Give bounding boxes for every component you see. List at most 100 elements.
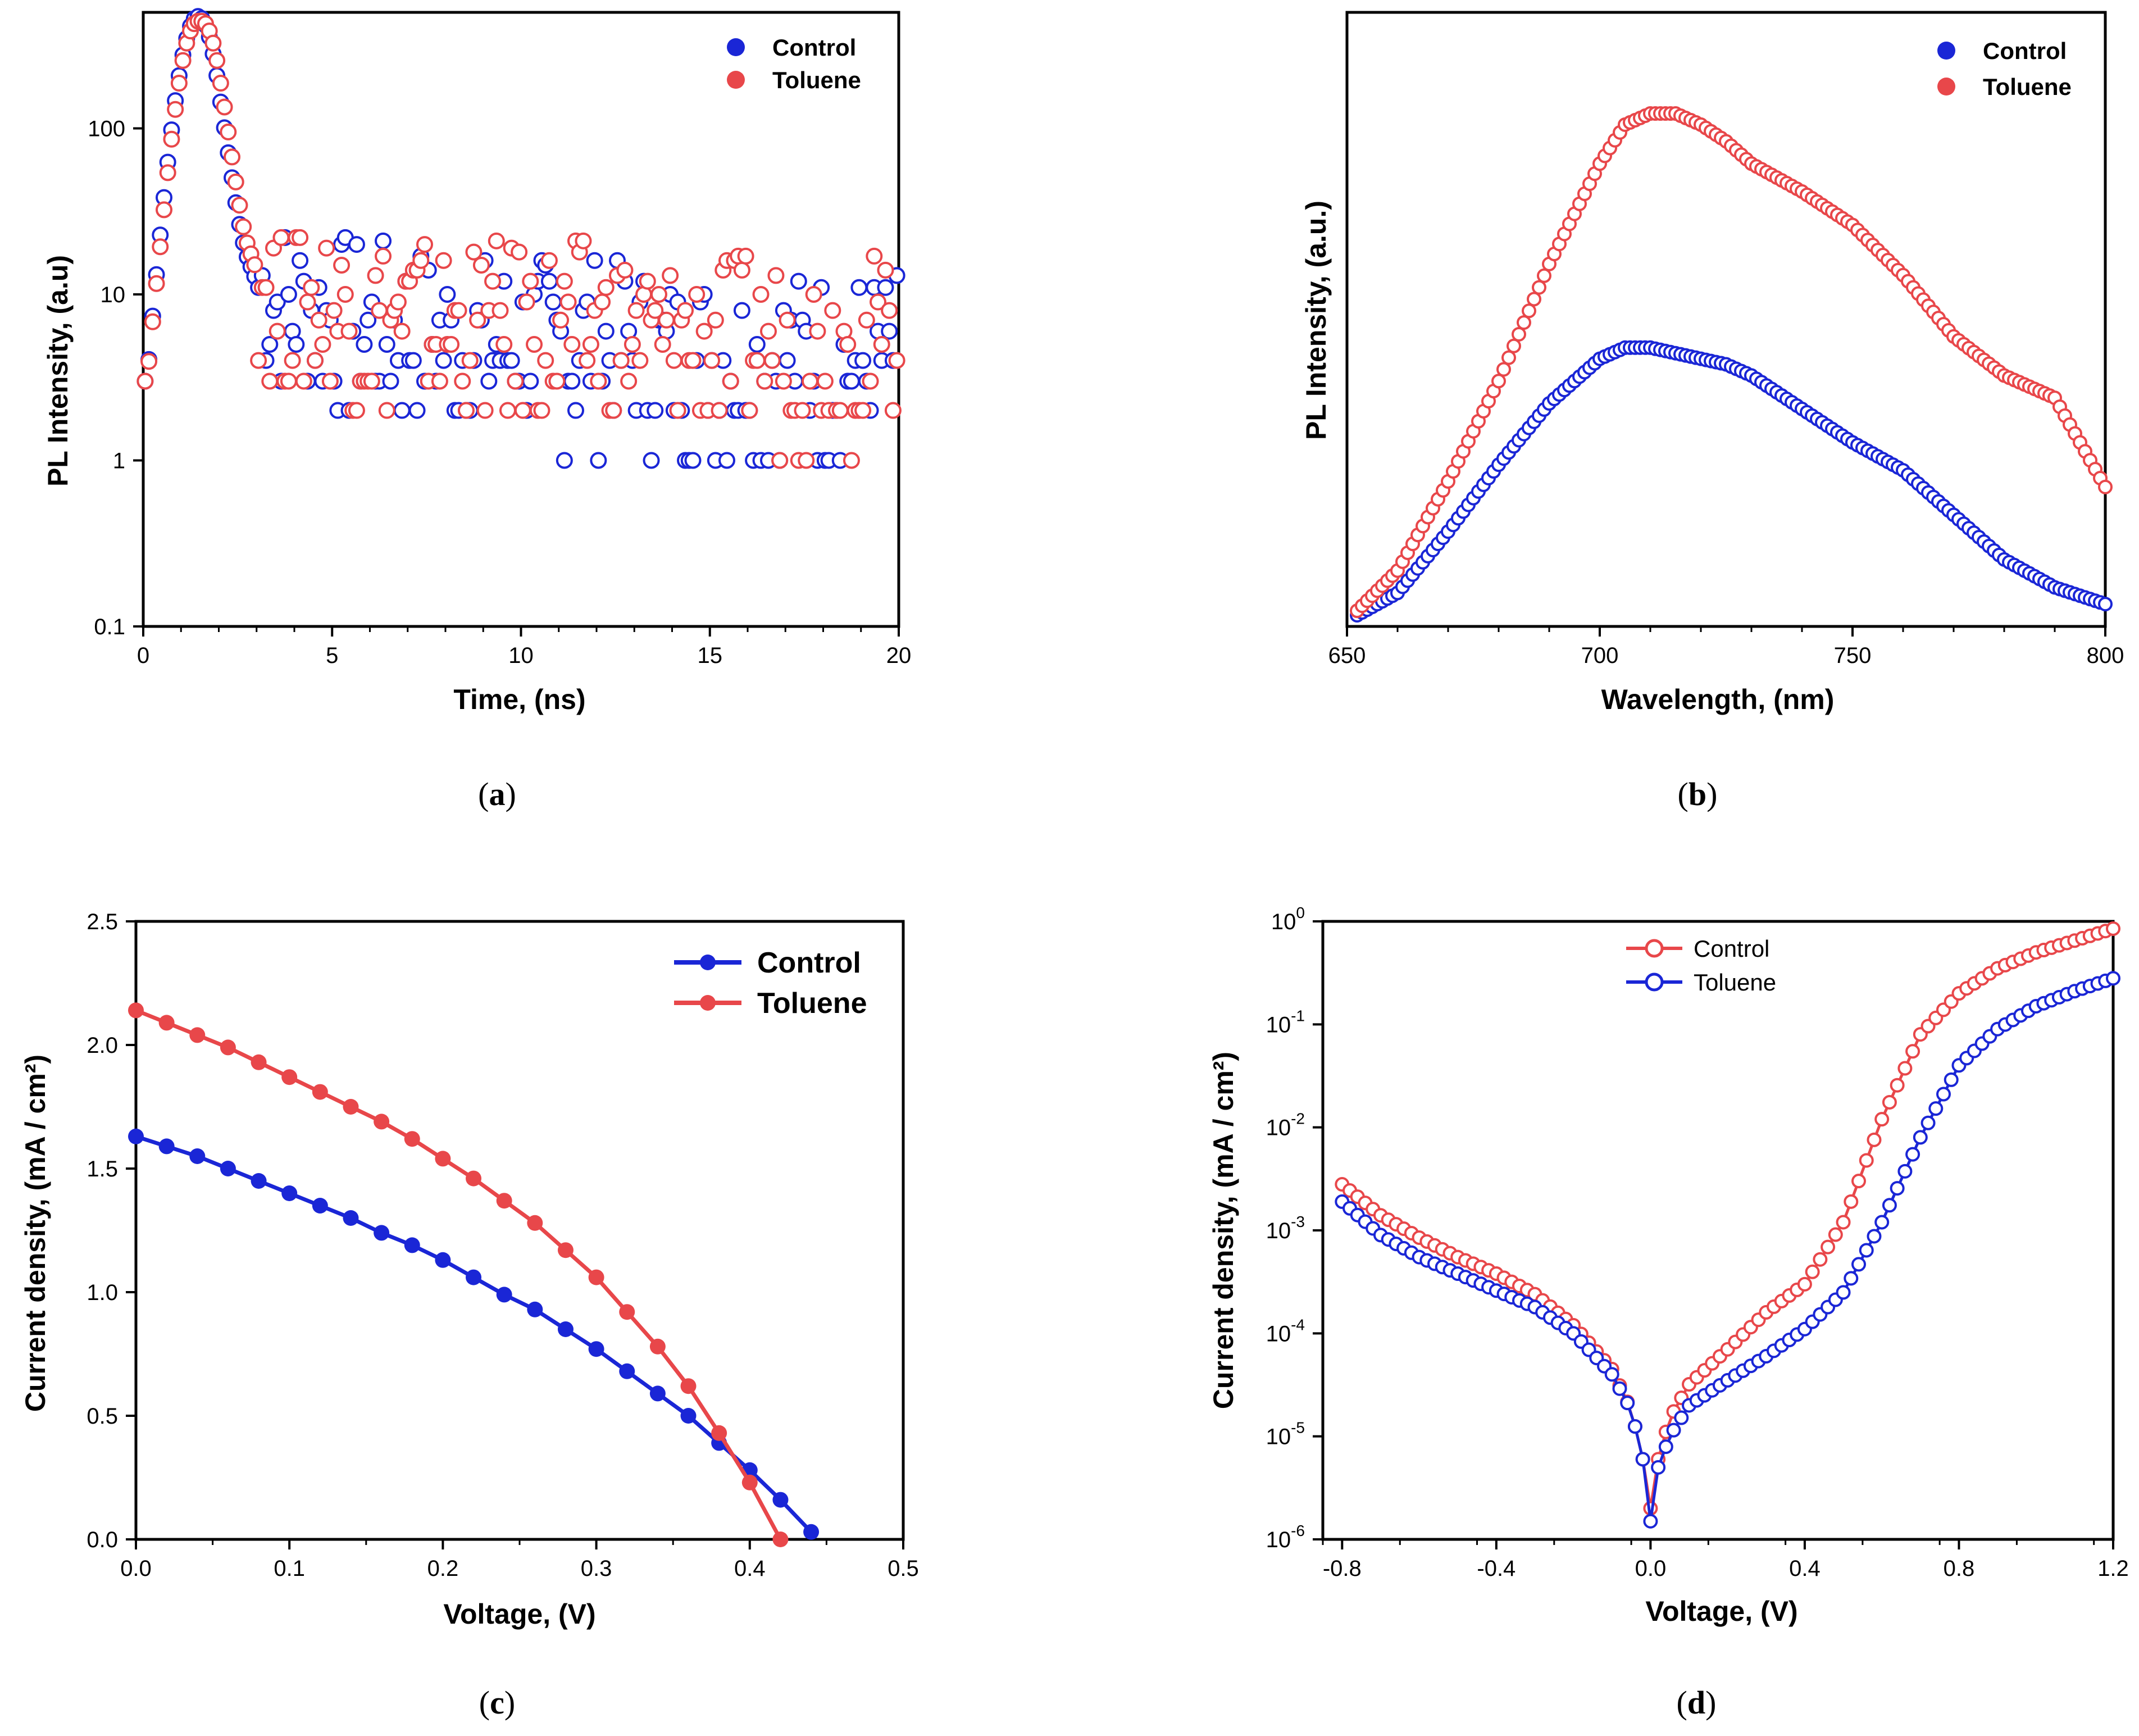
legend-label-control-c: Control [757,947,861,979]
data-point-toluene-d [1920,1115,1936,1130]
data-point-toluene-a [216,98,233,116]
data-point-toluene-a [563,335,581,353]
x-tick-label-d: 1.2 [2097,1556,2129,1581]
data-point-toluene-a [759,322,777,340]
data-point-control-c [189,1148,206,1164]
legend-label-toluene-d: Toluene [1694,969,1776,996]
data-point-control-a [881,322,898,340]
legend-label-control-b: Control [1983,38,2067,64]
legend-label-toluene-c: Toluene [757,987,867,1020]
data-point-toluene-a [167,101,184,118]
data-point-toluene-a [495,335,513,353]
data-point-toluene-a [665,352,682,369]
data-point-control-c [649,1385,666,1402]
data-point-toluene-a [284,352,301,369]
tick-labels-a: 0 5 10 15 20 0.1 1 10 100 [88,117,911,668]
data-point-toluene-c [527,1215,543,1231]
data-point-control-c [158,1138,175,1155]
y-tick-label-a: 1 [113,449,125,474]
x-tick-label-b: 650 [1328,643,1366,668]
data-point-toluene-d [1674,1410,1689,1425]
y-tick-label-d: 10-5 [1266,1419,1305,1449]
data-point-toluene-a [711,402,728,419]
data-point-control-c [680,1408,697,1424]
data-point-toluene-a [858,311,875,329]
data-point-toluene-c [312,1084,328,1100]
series-line-toluene-c [135,1008,782,1540]
data-point-toluene-a [831,402,849,419]
y-tick-label-d: 10-4 [1266,1316,1305,1346]
data-point-toluene-d [1944,1072,1959,1087]
data-point-toluene-a [450,302,467,319]
data-point-toluene-d [1651,1460,1666,1475]
data-point-toluene-d [1666,1423,1681,1438]
data-point-toluene-a [310,311,327,329]
data-point-toluene-a [540,252,558,269]
data-point-toluene-a [303,279,320,296]
data-point-toluene-a [579,352,596,369]
data-point-toluene-a [227,173,244,190]
data-point-toluene-b [1507,338,1521,353]
data-point-toluene-a [231,197,248,214]
data-point-toluene-a [363,372,380,390]
data-point-toluene-a [631,352,649,369]
data-point-toluene-a [862,372,879,390]
series-toluene-c [128,1002,789,1547]
x-tick-label-a: 5 [326,643,338,668]
series-group-a [136,8,905,469]
data-point-toluene-a [695,322,713,340]
data-point-toluene-a [526,335,543,353]
data-point-toluene-b [1537,268,1551,283]
data-point-toluene-a [152,238,169,256]
data-point-toluene-b [1527,292,1541,307]
data-point-toluene-a [533,402,550,419]
data-point-toluene-a [684,352,702,369]
data-point-toluene-a [605,402,622,419]
data-point-toluene-a [257,279,275,296]
data-point-toluene-a [688,286,706,303]
data-point-toluene-d [1844,1271,1859,1286]
x-tick-label-b: 800 [2087,643,2124,668]
data-point-toluene-d [1867,1229,1882,1244]
data-point-toluene-c [189,1027,206,1043]
data-point-control-d [1882,1094,1897,1110]
data-point-control-c [772,1492,789,1508]
data-point-control-c [404,1237,420,1253]
data-point-toluene-d [1897,1164,1913,1179]
data-point-toluene-c [158,1015,175,1031]
data-point-toluene-c [466,1170,482,1187]
data-point-toluene-a [220,123,237,140]
data-point-toluene-a [318,239,335,257]
legend-marker-control-c [700,955,716,970]
data-point-toluene-a [775,372,792,390]
data-point-control-c [374,1225,390,1241]
data-point-toluene-a [499,402,516,419]
data-point-control-a [586,252,603,269]
x-tick-label-a: 15 [698,643,723,668]
data-point-toluene-a [375,247,392,265]
data-point-toluene-d [1851,1257,1867,1272]
tick-labels-d: -0.8 -0.4 0.0 0.4 0.8 1.2 10-6 10-5 10-4 10-3 10-2… [1266,904,2129,1581]
data-point-toluene-a [794,402,811,419]
data-point-control-a [590,452,607,469]
data-point-toluene-a [170,75,188,92]
data-point-toluene-a [707,311,724,329]
y-tick-label-a: 0.1 [94,615,125,639]
data-point-toluene-c [281,1069,298,1085]
data-point-control-a [647,402,664,419]
data-point-control-d [1867,1132,1882,1147]
data-point-control-a [393,402,411,419]
data-point-toluene-a [662,267,679,284]
series-toluene-d [1335,971,2120,1529]
legend-marker-toluene-d [1645,972,1664,992]
data-point-toluene-a [798,452,815,469]
data-point-toluene-a [594,293,611,311]
caption-d: (d) [1677,1684,1717,1721]
legend-marker-toluene-c [700,995,716,1011]
y-tick-label-c: 0.0 [87,1528,118,1552]
data-point-toluene-a [144,313,161,330]
data-point-toluene-a [250,352,267,369]
data-point-toluene-a [174,52,192,69]
data-point-control-a [292,252,309,269]
